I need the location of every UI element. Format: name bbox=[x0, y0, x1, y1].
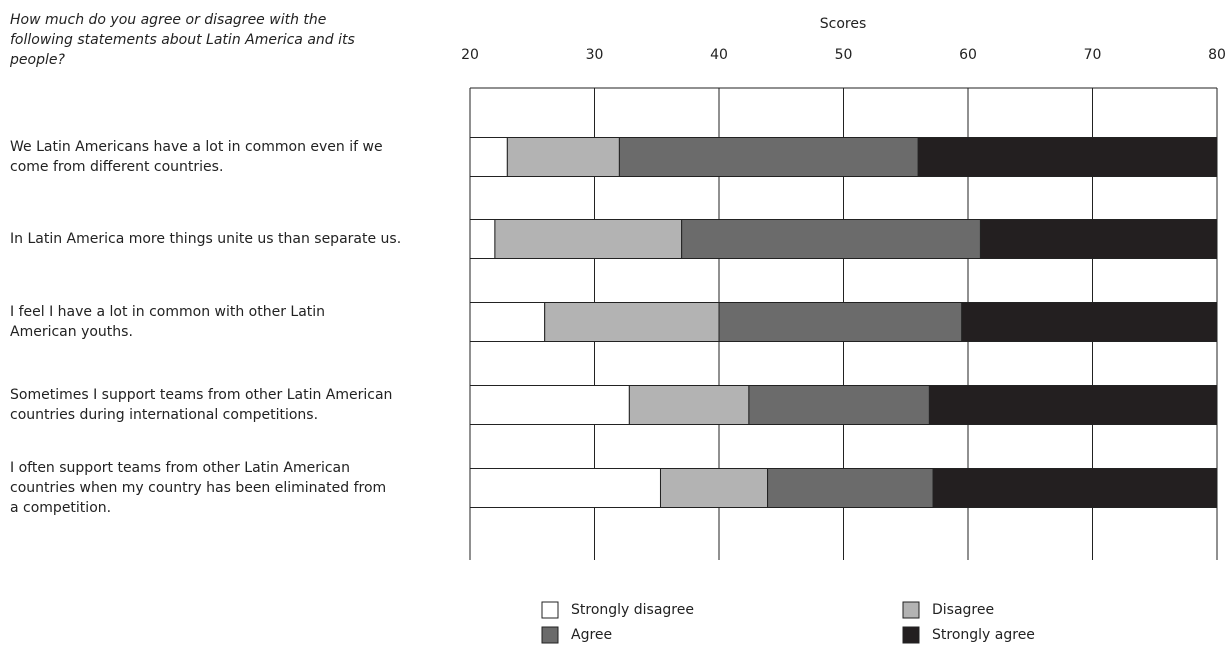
category-label: countries when my country has been elimi… bbox=[10, 480, 386, 496]
bar-segment bbox=[932, 468, 1218, 508]
bar-segment bbox=[659, 468, 769, 508]
legend-label: Disagree bbox=[932, 602, 994, 618]
legend-label: Strongly agree bbox=[932, 627, 1035, 643]
bar-segment bbox=[469, 468, 661, 508]
legend-swatch bbox=[541, 626, 559, 644]
bar-segment bbox=[628, 385, 750, 425]
category-label: I often support teams from other Latin A… bbox=[10, 460, 350, 476]
category-label: countries during international competiti… bbox=[10, 407, 318, 423]
x-tick-label: 70 bbox=[1084, 47, 1102, 63]
bar-segment bbox=[681, 219, 981, 259]
category-label: American youths. bbox=[10, 324, 133, 340]
category-label: Sometimes I support teams from other Lat… bbox=[10, 387, 392, 403]
legend-swatch bbox=[541, 601, 559, 619]
category-label: a competition. bbox=[10, 500, 111, 516]
category-label: come from different countries. bbox=[10, 159, 223, 175]
bar-segment bbox=[767, 468, 934, 508]
question-text: following statements about Latin America… bbox=[10, 32, 355, 48]
bar-segment bbox=[928, 385, 1218, 425]
category-label: In Latin America more things unite us th… bbox=[10, 231, 401, 247]
question-text: people? bbox=[9, 52, 65, 68]
bar-segment bbox=[961, 302, 1218, 342]
bar-segment bbox=[917, 137, 1218, 177]
bar-segment bbox=[979, 219, 1218, 259]
x-tick-label: 50 bbox=[835, 47, 853, 63]
bar-segment bbox=[469, 302, 546, 342]
bar-segment bbox=[469, 137, 508, 177]
bar-segment bbox=[618, 137, 919, 177]
bar-segment bbox=[494, 219, 683, 259]
x-tick-label: 40 bbox=[710, 47, 728, 63]
legend-label: Strongly disagree bbox=[571, 602, 694, 618]
bar-segment bbox=[506, 137, 620, 177]
category-label: I feel I have a lot in common with other… bbox=[10, 304, 325, 320]
bar-segment bbox=[544, 302, 720, 342]
x-tick-label: 30 bbox=[586, 47, 604, 63]
x-axis-label: Scores bbox=[820, 16, 867, 32]
category-label: We Latin Americans have a lot in common … bbox=[10, 139, 383, 155]
x-tick-label: 60 bbox=[959, 47, 977, 63]
legend-label: Agree bbox=[571, 627, 612, 643]
x-tick-label: 20 bbox=[461, 47, 479, 63]
question-text: How much do you agree or disagree with t… bbox=[10, 12, 326, 28]
bar-segment bbox=[748, 385, 930, 425]
bar-segment bbox=[469, 385, 630, 425]
legend-swatch bbox=[902, 626, 920, 644]
bar-segment bbox=[718, 302, 963, 342]
legend-swatch bbox=[902, 601, 920, 619]
bar-segment bbox=[469, 219, 496, 259]
x-tick-label: 80 bbox=[1208, 47, 1226, 63]
